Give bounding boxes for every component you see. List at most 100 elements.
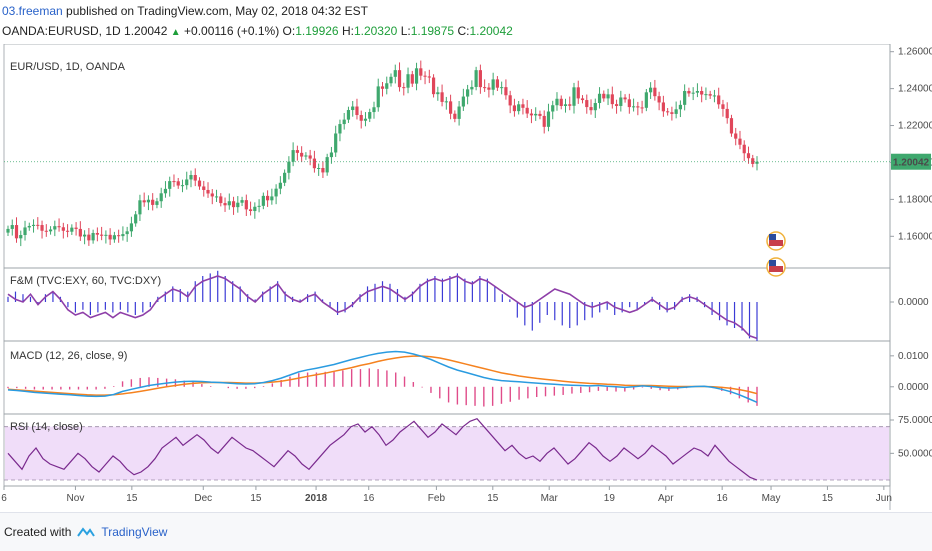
candle-body: [504, 87, 508, 96]
candle-body: [466, 89, 470, 97]
candle-body: [389, 76, 393, 84]
candle-body: [95, 232, 99, 235]
chart-area[interactable]: 1.260001.240001.220001.200001.180001.160…: [0, 44, 932, 510]
candle-body: [363, 118, 368, 121]
candle-body: [542, 115, 546, 127]
candle-body: [57, 226, 61, 228]
tradingview-link[interactable]: TradingView: [101, 525, 168, 539]
candle-body: [738, 138, 742, 145]
candle-body: [585, 100, 589, 108]
candle-body: [742, 144, 746, 154]
footer: Created with TradingView: [4, 520, 167, 544]
candle-body: [355, 106, 359, 116]
tradingview-logo-icon: [77, 527, 96, 537]
candle-body: [644, 92, 648, 108]
candle-body: [546, 111, 551, 127]
low-value: 1.19875: [410, 24, 455, 38]
candle-body: [487, 87, 491, 90]
candle-body: [240, 200, 244, 203]
candle-body: [227, 201, 231, 206]
candle-body: [597, 93, 602, 104]
candle-body: [414, 68, 419, 84]
candle-body: [751, 158, 755, 164]
candle-body: [708, 94, 712, 96]
candle-body: [555, 98, 559, 106]
candle-body: [168, 181, 172, 189]
price-tick-label: 1.26000: [898, 47, 932, 58]
time-tick-label: 15: [487, 493, 499, 504]
candle-body: [36, 224, 40, 226]
candle-body: [380, 86, 385, 89]
author-link[interactable]: 03.freeman: [2, 4, 63, 18]
candle-body: [512, 105, 517, 112]
candle-body: [666, 111, 670, 113]
symbol-label: OANDA:EURUSD, 1D: [2, 24, 121, 38]
candle-body: [657, 96, 661, 103]
candle-body: [576, 87, 580, 99]
candle-body: [661, 102, 665, 112]
candle-body: [83, 234, 87, 237]
time-tick-label: 2018: [305, 493, 328, 504]
rsi-tick-label: 50.0000: [898, 448, 932, 459]
candle-body: [304, 155, 308, 157]
candle-body: [674, 109, 678, 114]
open-label: O:: [282, 24, 296, 38]
candle-body: [649, 87, 653, 93]
macd-pane-title: MACD (12, 26, close, 9): [10, 350, 127, 362]
candle-body: [219, 196, 223, 204]
time-tick-label: Feb: [428, 493, 446, 504]
price-pane-title: EUR/USD, 1D, OANDA: [10, 61, 126, 73]
candle-body: [423, 75, 427, 77]
time-tick-label: Apr: [658, 493, 674, 504]
candle-body: [151, 199, 155, 205]
candle-body: [346, 110, 351, 120]
symbol-bar: OANDA:EURUSD, 1D 1.20042 ▲ +0.00116 (+0.…: [2, 24, 513, 38]
last-price: 1.20042: [124, 24, 168, 38]
last-price-tag-label: 1.20042: [893, 158, 930, 169]
candle-body: [457, 106, 461, 119]
candle-body: [270, 196, 274, 201]
candle-body: [619, 97, 623, 106]
candle-body: [202, 186, 206, 190]
candle-body: [325, 157, 329, 173]
candle-body: [427, 76, 431, 78]
candle-body: [61, 227, 65, 231]
candle-body: [385, 83, 389, 89]
candle-body: [193, 175, 197, 181]
time-tick-label: Mar: [541, 493, 559, 504]
price-tick-label: 1.18000: [898, 194, 932, 205]
candle-body: [712, 95, 717, 97]
candle-body: [142, 200, 146, 203]
candle-body: [155, 201, 159, 205]
candle-body: [108, 234, 112, 240]
close-value: 1.20042: [469, 24, 513, 38]
event-flag-stripe: [769, 266, 783, 272]
candle-body: [185, 179, 189, 186]
candle-body: [538, 113, 542, 116]
publish-info: 03.freeman published on TradingView.com,…: [2, 4, 368, 18]
candle-body: [146, 199, 151, 203]
candle-body: [448, 101, 453, 114]
candle-body: [295, 150, 299, 153]
candle-body: [291, 150, 295, 162]
candle-body: [248, 209, 253, 212]
candle-body: [359, 115, 363, 121]
close-label: C:: [457, 24, 470, 38]
candle-body: [695, 91, 700, 93]
candle-body: [631, 106, 636, 108]
candle-body: [508, 95, 512, 106]
candle-body: [559, 98, 563, 106]
candle-body: [746, 153, 751, 159]
time-tick-label: Nov: [67, 493, 85, 504]
candle-body: [436, 92, 440, 95]
candle-body: [521, 104, 525, 108]
candle-body: [31, 224, 36, 226]
candle-body: [317, 168, 321, 169]
candle-body: [257, 205, 261, 207]
candle-body: [755, 161, 759, 164]
candle-body: [231, 201, 236, 208]
low-label: L:: [400, 24, 411, 38]
macd-signal-line: [7, 355, 758, 396]
candle-body: [78, 228, 82, 237]
candle-body: [321, 168, 325, 173]
